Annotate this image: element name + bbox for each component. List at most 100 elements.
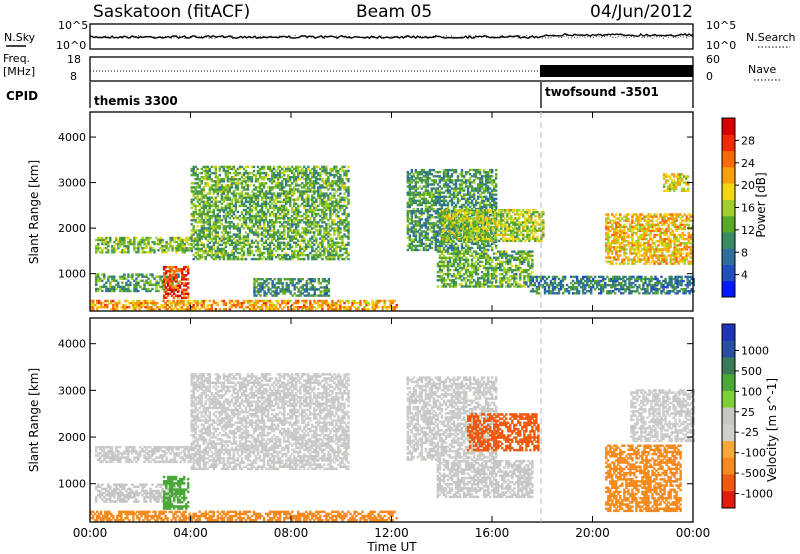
echo-cell [444,179,448,182]
echo-cell [475,213,479,216]
echo-cell [426,238,430,241]
echo-cell [92,306,95,309]
echo-cell [428,195,432,198]
echo-cell [317,282,320,285]
echo-cell [414,195,417,198]
echo-cell [347,221,350,224]
echo-cell [295,237,298,240]
echo-cell [168,272,172,275]
echo-cell [216,214,219,218]
echo-cell [491,195,494,198]
echo-cell [242,219,246,222]
echo-cell [232,196,236,199]
echo-cell [307,176,310,179]
echo-cell [270,176,274,179]
echo-cell [299,210,302,214]
echo-cell [113,275,116,278]
echo-cell [268,167,272,171]
echo-cell [147,289,150,293]
echo-cell [489,168,492,172]
echo-cell [242,180,246,183]
echo-cell [329,233,332,236]
echo-cell [208,178,211,181]
echo-cell [311,253,314,257]
echo-cell [164,303,167,307]
echo-cell [208,245,211,249]
echo-cell [285,202,288,205]
echo-cell [133,287,136,291]
echo-cell [204,257,207,261]
echo-cell [204,202,207,205]
echo-cell [410,230,413,233]
echo-cell [278,237,282,240]
echo-cell [244,257,248,261]
echo-cell [347,223,350,226]
echo-cell [206,173,209,177]
echo-cell [283,253,286,257]
echo-cell [347,241,350,244]
echo-cell [453,225,457,228]
echo-cell [216,176,219,179]
echo-cell [244,239,248,242]
echo-cell [95,273,98,276]
echo-cell [454,183,458,186]
echo-cell [272,235,276,238]
echo-cell [208,223,211,226]
echo-cell [299,194,302,197]
echo-cell [457,233,461,236]
echo-cell [186,308,189,311]
echo-cell [228,225,232,228]
echo-cell [94,303,97,307]
echo-cell [303,192,306,195]
echo-cell [451,223,455,226]
echo-cell [220,237,224,240]
echo-cell [97,287,100,291]
echo-cell [109,285,112,289]
echo-cell [242,221,246,224]
echo-cell [266,257,270,261]
echo-cell [216,180,219,183]
echo-cell [181,278,184,281]
echo-cell [412,179,415,182]
echo-cell [230,182,234,185]
echo-cell [428,168,432,172]
echo-cell [196,225,199,228]
echo-cell [169,240,172,244]
echo-cell [218,169,221,173]
echo-cell [198,301,201,305]
echo-cell [210,214,213,218]
echo-cell [264,198,268,201]
echo-cell [462,175,466,178]
echo-cell [303,253,306,257]
echo-cell [268,178,272,181]
echo-cell [182,303,185,307]
echo-cell [200,221,203,224]
echo-cell [319,251,322,255]
echo-cell [309,286,312,289]
echo-cell [274,176,278,179]
echo-cell [459,239,463,243]
echo-cell [111,287,114,291]
echo-cell [253,288,256,291]
echo-cell [240,255,244,259]
echo-cell [483,191,486,194]
echo-cell [164,270,168,273]
echo-cell [236,301,240,305]
echo-cell [216,219,219,222]
echo-cell [321,204,324,208]
echo-cell [471,229,475,232]
echo-cell [469,231,473,234]
echo-cell [483,246,486,250]
echo-cell [216,249,219,253]
echo-cell [127,289,130,293]
echo-cell [430,230,434,233]
echo-cell [176,299,179,303]
echo-cell [319,190,322,193]
echo-cell [274,308,278,311]
echo-cell [194,221,197,224]
echo-cell [174,306,177,309]
echo-cell [311,214,314,218]
echo-cell [345,204,348,208]
echo-cell [212,247,215,251]
echo-cell [216,184,219,187]
